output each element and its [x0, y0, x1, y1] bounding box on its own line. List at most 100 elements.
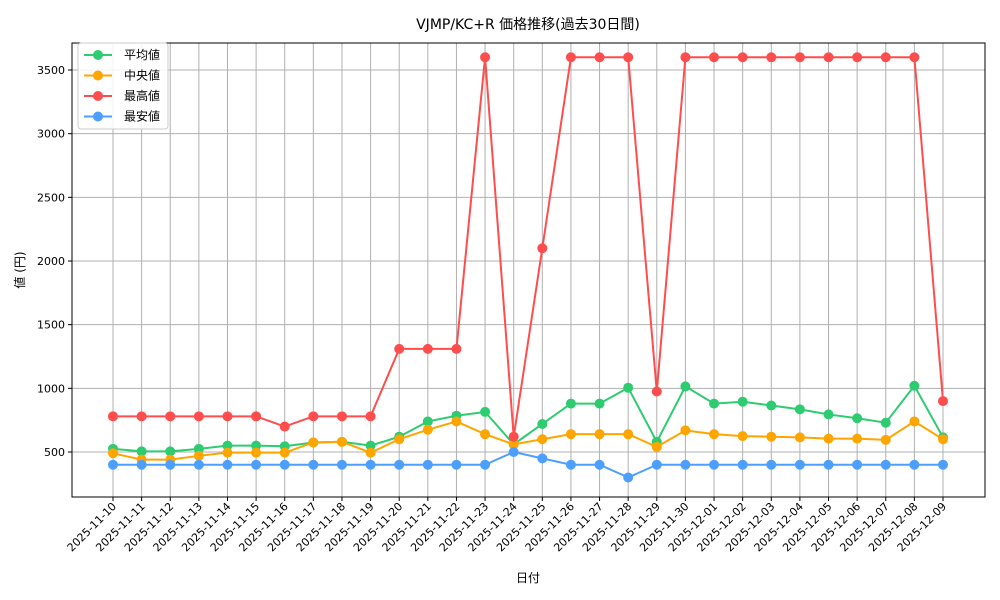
data-point	[422, 343, 433, 354]
data-point	[336, 436, 347, 447]
series-3	[108, 447, 948, 483]
data-point	[165, 459, 176, 470]
series-2	[108, 52, 948, 442]
data-point	[709, 459, 720, 470]
legend-marker	[93, 50, 103, 60]
data-point	[336, 459, 347, 470]
data-point	[365, 459, 376, 470]
data-point	[451, 416, 462, 427]
data-point	[365, 440, 376, 451]
data-point	[594, 459, 605, 470]
data-point	[451, 459, 462, 470]
data-point	[193, 411, 204, 422]
legend-label: 平均値	[124, 47, 160, 62]
data-point	[394, 434, 405, 445]
data-point	[251, 447, 262, 458]
data-point	[680, 381, 691, 392]
data-point	[222, 459, 233, 470]
data-point	[823, 433, 834, 444]
data-point	[108, 448, 118, 459]
data-point	[508, 439, 519, 450]
data-point	[193, 450, 204, 461]
data-point	[823, 52, 834, 63]
data-point	[938, 396, 948, 407]
data-point	[737, 459, 748, 470]
data-point	[279, 459, 290, 470]
data-point	[794, 52, 805, 63]
data-point	[165, 411, 176, 422]
y-axis-ticks: 500 1000 1500 2000 2500 3000 3500	[37, 64, 72, 459]
series-0	[108, 380, 948, 457]
data-point	[136, 446, 147, 457]
data-point	[480, 406, 491, 417]
legend-label: 中央値	[124, 68, 160, 83]
data-point	[823, 409, 834, 420]
y-tick-label: 3000	[37, 128, 65, 141]
data-point	[422, 459, 433, 470]
y-tick-label: 1000	[37, 382, 65, 395]
data-point	[336, 411, 347, 422]
data-point	[222, 447, 233, 458]
data-point	[251, 440, 262, 451]
data-point	[766, 400, 777, 411]
data-point	[909, 416, 920, 427]
data-point	[823, 459, 834, 470]
data-point	[394, 459, 405, 470]
data-point	[537, 418, 548, 429]
data-point	[594, 52, 605, 63]
data-point	[308, 459, 319, 470]
data-point	[308, 437, 319, 448]
data-point	[909, 459, 920, 470]
data-point	[565, 398, 576, 409]
legend-marker	[93, 111, 103, 122]
data-point	[680, 52, 691, 63]
data-point	[680, 425, 691, 436]
data-point	[852, 413, 863, 424]
data-point	[251, 459, 262, 470]
data-point	[651, 441, 662, 452]
data-point	[766, 52, 777, 63]
y-axis-label: 値 (円)	[12, 251, 27, 288]
data-point	[766, 459, 777, 470]
data-point	[422, 416, 433, 427]
data-point	[565, 52, 576, 63]
data-point	[480, 459, 491, 470]
data-point	[480, 429, 491, 440]
data-point	[365, 447, 376, 458]
data-point	[136, 411, 147, 422]
data-point	[365, 411, 376, 422]
y-tick-label: 2500	[37, 191, 65, 204]
data-point	[651, 386, 662, 397]
data-point	[537, 453, 548, 464]
data-point	[737, 431, 748, 442]
grid-lines	[72, 43, 985, 497]
y-tick-label: 3500	[37, 64, 65, 77]
data-point	[852, 52, 863, 63]
legend-label: 最安値	[124, 109, 160, 124]
data-point	[623, 382, 634, 393]
data-point	[222, 440, 233, 451]
data-point	[594, 429, 605, 440]
data-point	[709, 52, 720, 63]
data-point	[537, 434, 548, 445]
data-point	[108, 411, 118, 422]
data-point	[794, 432, 805, 443]
data-point	[508, 447, 519, 457]
x-axis-label: 日付	[516, 571, 540, 585]
data-point	[766, 431, 777, 442]
data-point	[852, 433, 863, 444]
data-point	[709, 429, 720, 440]
data-point	[422, 424, 433, 435]
data-point	[537, 243, 548, 254]
data-point	[480, 52, 491, 63]
data-point	[880, 459, 891, 470]
data-point	[880, 417, 891, 428]
chart-title: VJMP/KC+R 価格推移(過去30日間)	[416, 17, 640, 33]
data-point	[451, 343, 462, 354]
data-point	[880, 434, 891, 445]
data-point	[136, 459, 147, 470]
data-point	[193, 459, 204, 470]
data-point	[394, 343, 405, 354]
